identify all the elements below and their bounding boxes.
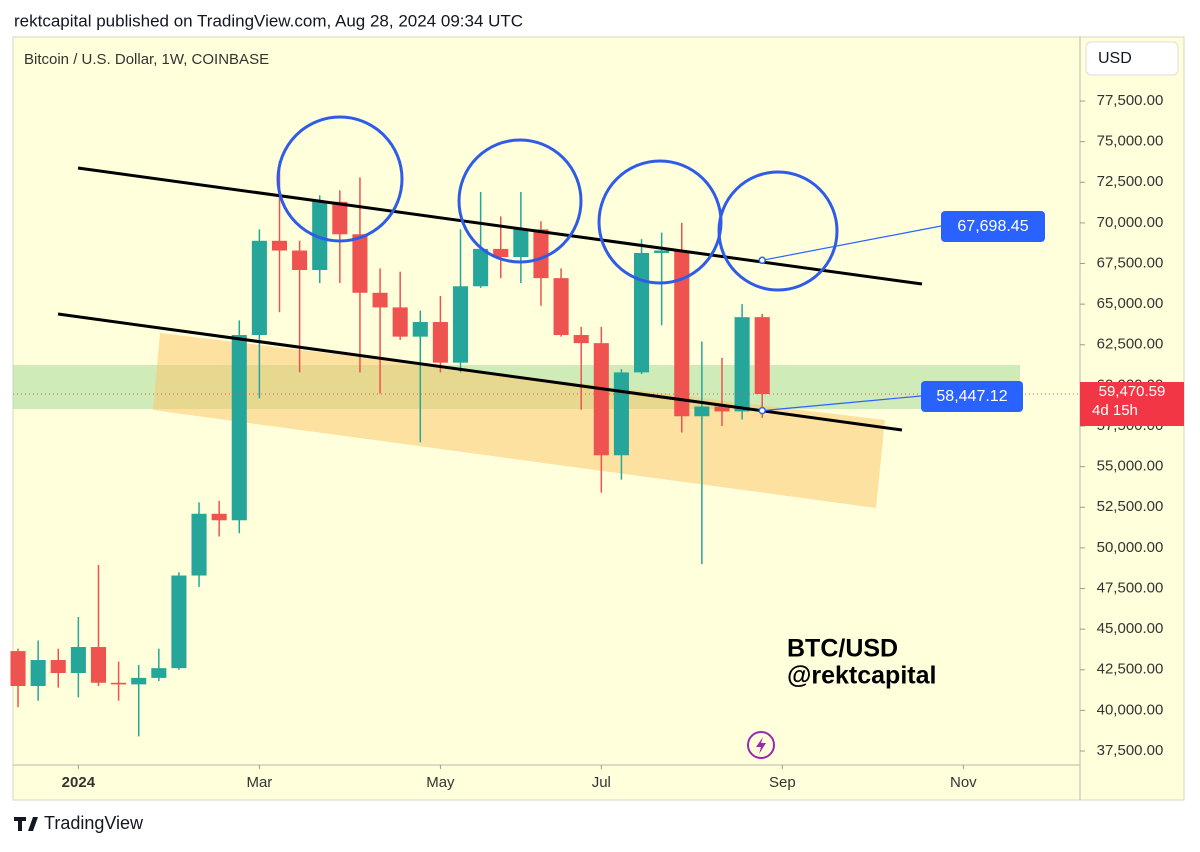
circle bbox=[717, 170, 839, 292]
x-tick-label: May bbox=[426, 774, 455, 791]
candle-body bbox=[30, 660, 46, 687]
candle-body bbox=[151, 668, 167, 678]
watermark: BTC/USD bbox=[787, 635, 898, 663]
circle bbox=[276, 115, 404, 243]
candle-body bbox=[90, 647, 107, 683]
y-tick-label: 45,000.00 bbox=[1097, 620, 1164, 637]
candle-body bbox=[533, 229, 549, 279]
x-tick-label: 2024 bbox=[62, 774, 96, 791]
candle-body bbox=[633, 252, 650, 373]
y-tick-label: 70,000.00 bbox=[1097, 214, 1164, 231]
annotation-leader bbox=[762, 395, 922, 412]
candle-body bbox=[271, 240, 288, 251]
candle-body bbox=[372, 292, 388, 308]
y-tick-label: 65,000.00 bbox=[1097, 295, 1164, 312]
candle-body bbox=[674, 250, 690, 417]
candle-body bbox=[312, 201, 328, 271]
annotation-box bbox=[921, 381, 1023, 412]
candle-body bbox=[111, 682, 127, 685]
y-tick-label: 37,500.00 bbox=[1097, 742, 1164, 759]
candle-body bbox=[50, 660, 66, 674]
countdown: 4d 15h bbox=[1092, 402, 1138, 419]
candle-body bbox=[432, 322, 448, 363]
y-tick-label: 72,500.00 bbox=[1097, 173, 1164, 190]
candle-body bbox=[131, 677, 147, 685]
candle-body bbox=[714, 406, 730, 412]
y-tick-label: 42,500.00 bbox=[1097, 661, 1164, 678]
y-tick-label: 62,500.00 bbox=[1097, 336, 1164, 353]
y-tick-label: 67,500.00 bbox=[1097, 254, 1164, 271]
candle-body bbox=[734, 317, 750, 412]
candle-body bbox=[352, 234, 368, 293]
annotation-label: 58,447.12 bbox=[936, 388, 1007, 405]
currency: USD bbox=[1098, 50, 1132, 67]
y-tick-label: 40,000.00 bbox=[1097, 701, 1164, 718]
y-tick-label: 77,500.00 bbox=[1097, 92, 1164, 109]
candle-body bbox=[613, 372, 629, 456]
candle-body bbox=[412, 322, 428, 337]
candle-body bbox=[473, 248, 489, 287]
candle-body bbox=[231, 335, 247, 521]
annotation-point bbox=[758, 406, 766, 415]
candle-body bbox=[171, 575, 187, 669]
candle-body bbox=[493, 248, 509, 258]
y-tick-label: 50,000.00 bbox=[1097, 539, 1164, 556]
last-price: 59,470.59 bbox=[1099, 383, 1166, 400]
x-tick-label: Sep bbox=[769, 774, 796, 791]
annotation-leader bbox=[762, 225, 942, 261]
candle-body bbox=[573, 335, 589, 344]
candle-body bbox=[452, 286, 469, 363]
trendline-top bbox=[77, 166, 923, 286]
annotation-point bbox=[758, 256, 766, 265]
x-tick-label: Nov bbox=[950, 774, 977, 791]
candle-body bbox=[392, 307, 408, 337]
candle-body bbox=[292, 250, 308, 271]
candle-body bbox=[754, 317, 770, 395]
candle-body bbox=[70, 647, 86, 674]
currency-box[interactable] bbox=[1085, 41, 1179, 76]
candle-body bbox=[332, 201, 348, 235]
watermark: @rektcapital bbox=[787, 662, 936, 690]
candle-body bbox=[211, 513, 227, 521]
candle-body bbox=[513, 229, 529, 258]
last-price-box bbox=[1080, 382, 1184, 427]
circle bbox=[457, 138, 583, 264]
event-icon-bolt bbox=[756, 737, 766, 754]
candle-body bbox=[251, 240, 267, 336]
annotation-box bbox=[941, 211, 1045, 242]
annotation-label: 67,698.45 bbox=[957, 218, 1028, 235]
y-tick-label: 52,500.00 bbox=[1097, 498, 1164, 515]
candle-body bbox=[593, 343, 609, 456]
x-tick-label: Mar bbox=[246, 774, 272, 791]
logo bbox=[14, 817, 38, 831]
y-tick-label: 75,000.00 bbox=[1097, 133, 1164, 150]
candle-body bbox=[553, 278, 569, 336]
y-tick-label: 55,000.00 bbox=[1097, 458, 1164, 475]
candle-body bbox=[654, 250, 670, 253]
chart-title: Bitcoin / U.S. Dollar, 1W, COINBASE bbox=[24, 51, 269, 68]
event-icon[interactable] bbox=[747, 731, 775, 759]
brand: TradingView bbox=[44, 813, 144, 833]
candle-body bbox=[191, 513, 207, 576]
publisher: rektcapital published on TradingView.com… bbox=[14, 11, 523, 30]
y-tick-label: 47,500.00 bbox=[1097, 579, 1164, 596]
candle-body bbox=[694, 406, 710, 417]
x-tick-label: Jul bbox=[592, 774, 611, 791]
candle-body bbox=[10, 651, 26, 687]
